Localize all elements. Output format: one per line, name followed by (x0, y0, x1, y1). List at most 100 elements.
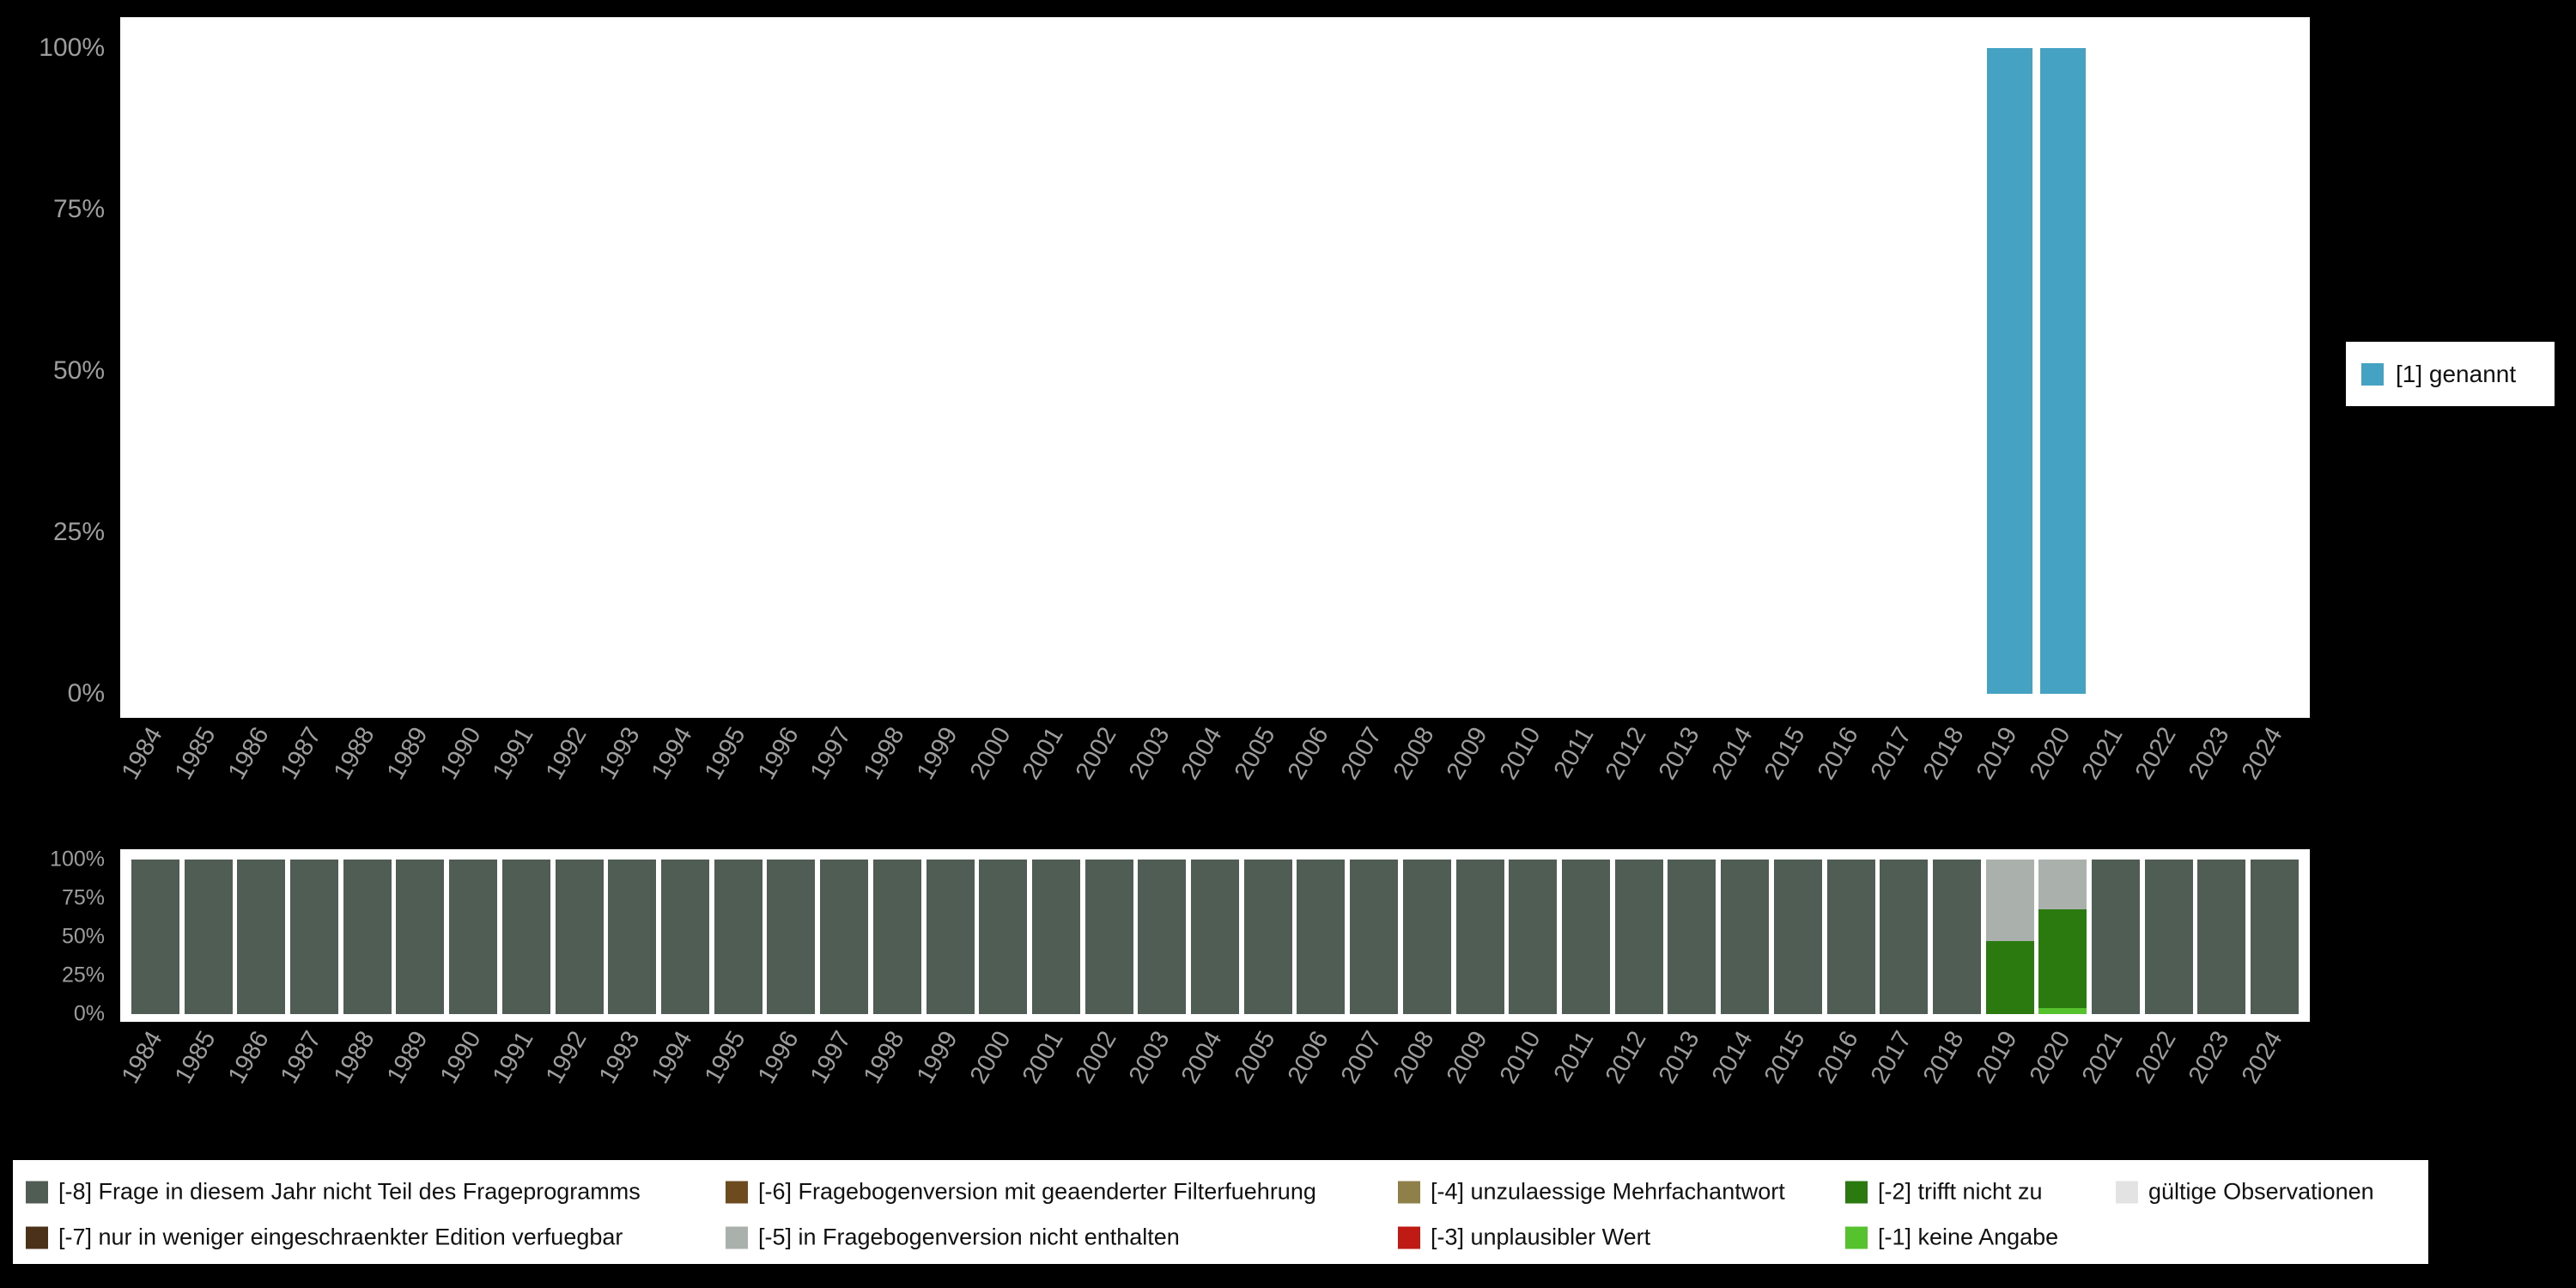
xtick-2005: 2005 (1229, 722, 1281, 785)
plot-bottom (129, 860, 2301, 1014)
legend-label-m3: [-3] unplausibler Wert (1431, 1224, 1651, 1250)
bar-2020-m1 (2038, 1007, 2087, 1014)
chart-top-panel (120, 17, 2310, 718)
xtick-2013: 2013 (1653, 1026, 1705, 1089)
bar-2009-m8 (1455, 860, 1504, 1014)
xtick-1987: 1987 (276, 722, 328, 785)
bar-1996-m8 (767, 860, 816, 1014)
xtick-1995: 1995 (699, 1026, 751, 1089)
xtick-2023: 2023 (2183, 722, 2235, 785)
xtick-1998: 1998 (858, 722, 910, 785)
bar-2024-m8 (2251, 860, 2300, 1014)
xtick-1989: 1989 (381, 1026, 434, 1089)
bar-2011-m8 (1562, 860, 1610, 1014)
xtick-1985: 1985 (169, 722, 222, 785)
bar-1991-m8 (501, 860, 550, 1014)
legend-label-m4: [-4] unzulaessige Mehrfachantwort (1431, 1178, 1785, 1205)
xtick-1999: 1999 (911, 1026, 963, 1089)
legend-swatch-m7 (26, 1226, 48, 1249)
bar-2010-m8 (1509, 860, 1558, 1014)
xtick-2019: 2019 (1971, 722, 2023, 785)
ytick-25: 25% (61, 963, 105, 987)
xtick-2012: 2012 (1600, 722, 1652, 785)
xtick-2024: 2024 (2236, 1026, 2288, 1089)
xtick-2000: 2000 (964, 1026, 1017, 1089)
xtick-2019: 2019 (1971, 1026, 2023, 1089)
legend-label-m6: [-6] Fragebogenversion mit geaenderter F… (758, 1178, 1316, 1205)
xtick-2002: 2002 (1070, 1026, 1122, 1089)
xtick-1994: 1994 (647, 1026, 699, 1089)
xtick-2020: 2020 (2024, 722, 2076, 785)
ytick-0: 0% (73, 1001, 105, 1026)
legend-label-m7: [-7] nur in weniger eingeschraenkter Edi… (58, 1224, 623, 1250)
xtick-1991: 1991 (487, 1026, 539, 1089)
bar-1986-m8 (237, 860, 286, 1014)
legend-missings: [-8] Frage in diesem Jahr nicht Teil des… (13, 1160, 2428, 1264)
bar-2006-m8 (1297, 860, 1346, 1014)
xtick-1994: 1994 (647, 722, 699, 785)
xtick-1996: 1996 (752, 1026, 805, 1089)
xtick-2003: 2003 (1123, 722, 1176, 785)
legend-swatch-m5 (726, 1226, 748, 1249)
yaxis-bottom: 0% 25% 50% 75% 100% (0, 848, 112, 1026)
plot-top (129, 48, 2301, 694)
xtick-2007: 2007 (1335, 722, 1388, 785)
xtick-2006: 2006 (1282, 1026, 1334, 1089)
xtick-2012: 2012 (1600, 1026, 1652, 1089)
xtick-1993: 1993 (593, 722, 646, 785)
xtick-2022: 2022 (2129, 1026, 2182, 1089)
xtick-2022: 2022 (2129, 722, 2182, 785)
xtick-2008: 2008 (1388, 1026, 1440, 1089)
bar-2014-m8 (1721, 860, 1770, 1014)
xtick-2011: 2011 (1548, 1026, 1600, 1087)
bar-2012-m8 (1614, 860, 1663, 1014)
xtick-1997: 1997 (805, 1026, 858, 1089)
bar-2019-m5 (1985, 860, 2034, 942)
legend-item-valid: gültige Observationen (2116, 1179, 2374, 1206)
xtick-2010: 2010 (1494, 722, 1546, 785)
ytick-50: 50% (52, 356, 105, 385)
legend-swatch-m1 (1845, 1226, 1868, 1249)
ytick-75: 75% (61, 885, 105, 910)
bar-2020-genannt (2039, 48, 2086, 694)
bar-2000-m8 (979, 860, 1028, 1014)
bar-1995-m8 (714, 860, 762, 1014)
xtick-1997: 1997 (805, 722, 858, 785)
legend-label-m8: [-8] Frage in diesem Jahr nicht Teil des… (58, 1178, 641, 1205)
bar-1984-m8 (131, 860, 179, 1014)
xtick-2008: 2008 (1388, 722, 1440, 785)
xtick-2020: 2020 (2024, 1026, 2076, 1089)
legend-item-m3: [-3] unplausibler Wert (1398, 1224, 1650, 1251)
legend-genannt: [1] genannt (2346, 342, 2555, 406)
genannt-label: [1] genannt (2396, 360, 2517, 387)
legend-item-m7: [-7] nur in weniger eingeschraenkter Edi… (26, 1224, 623, 1251)
bar-2007-m8 (1350, 860, 1399, 1014)
xtick-1992: 1992 (540, 722, 592, 785)
xtick-1989: 1989 (381, 722, 434, 785)
bar-2021-m8 (2092, 860, 2140, 1014)
xtick-2006: 2006 (1282, 722, 1334, 785)
xtick-1986: 1986 (222, 1026, 275, 1089)
bar-2001-m8 (1031, 860, 1080, 1014)
xtick-1998: 1998 (858, 1026, 910, 1089)
xtick-2021: 2021 (2077, 722, 2129, 785)
bar-2015-m8 (1773, 860, 1822, 1014)
xtick-2000: 2000 (964, 722, 1017, 785)
legend-swatch-m3 (1398, 1226, 1420, 1249)
xtick-2016: 2016 (1812, 722, 1864, 785)
xtick-1990: 1990 (434, 1026, 487, 1089)
xtick-2004: 2004 (1176, 722, 1229, 785)
xtick-1984: 1984 (117, 722, 169, 785)
xtick-2017: 2017 (1865, 1026, 1917, 1089)
legend-label-m5: [-5] in Fragebogenversion nicht enthalte… (758, 1224, 1180, 1250)
legend-label-m2: [-2] trifft nicht zu (1878, 1178, 2043, 1205)
xtick-2016: 2016 (1812, 1026, 1864, 1089)
legend-swatch-m4 (1398, 1181, 1420, 1203)
xtick-2005: 2005 (1229, 1026, 1281, 1089)
xtick-1987: 1987 (276, 1026, 328, 1089)
xtick-2009: 2009 (1441, 722, 1493, 785)
xtick-2024: 2024 (2236, 722, 2288, 785)
xtick-1990: 1990 (434, 722, 487, 785)
xtick-2013: 2013 (1653, 722, 1705, 785)
